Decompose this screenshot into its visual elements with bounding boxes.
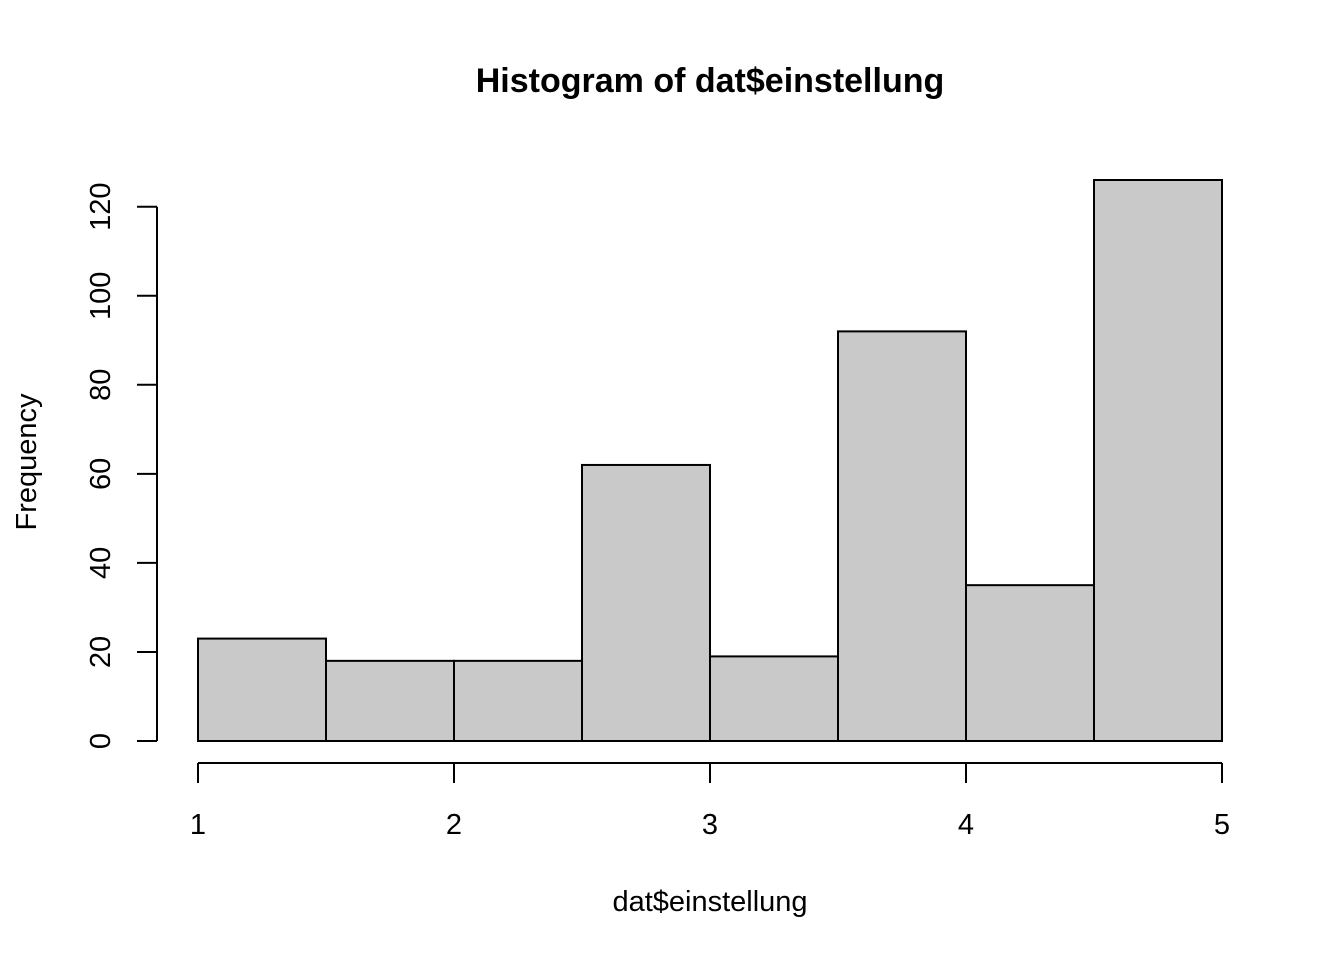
bars-group	[197, 179, 1223, 743]
histogram-bar-8	[1093, 179, 1223, 742]
histogram-bar-6	[837, 330, 967, 742]
y-tick-label: 40	[85, 547, 117, 579]
histogram-bar-1	[197, 637, 327, 742]
chart-title: Histogram of dat$einstellung	[476, 62, 945, 100]
histogram-bar-2	[325, 659, 455, 742]
y-tick-label: 0	[85, 733, 117, 749]
y-tick-label: 120	[85, 183, 117, 231]
y-axis-label: Frequency	[11, 393, 43, 531]
x-tick-label: 2	[446, 809, 462, 841]
y-tick-label: 80	[85, 369, 117, 401]
x-tick-label: 5	[1214, 809, 1230, 841]
histogram-bar-5	[709, 655, 839, 743]
y-axis: 0 20 40 60 80 100 120	[85, 183, 158, 749]
histogram-bar-7	[965, 584, 1095, 743]
x-tick-label: 1	[190, 809, 206, 841]
x-tick-label: 3	[702, 809, 718, 841]
x-axis-label: dat$einstellung	[612, 886, 807, 918]
y-tick-label: 20	[85, 636, 117, 668]
y-tick-label: 100	[85, 272, 117, 320]
x-axis: 1 2 3 4 5	[190, 762, 1230, 841]
histogram-bar-3	[453, 659, 583, 742]
y-tick-label: 60	[85, 458, 117, 490]
x-tick-label: 4	[958, 809, 974, 841]
histogram-bar-4	[581, 463, 711, 742]
